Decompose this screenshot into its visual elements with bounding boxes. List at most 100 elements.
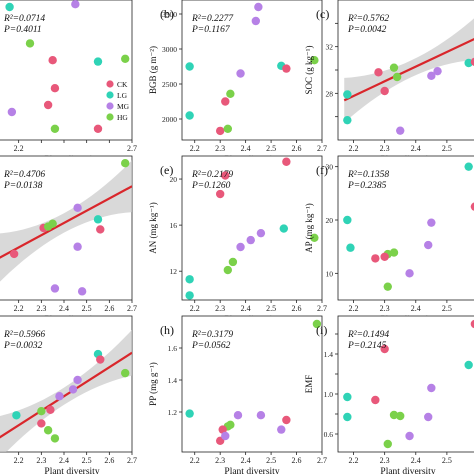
data-point-mg [424,240,433,250]
data-point-hg [223,265,233,275]
x-tick-label: 2.5 [266,144,276,153]
data-point-hg [392,72,402,82]
x-tick-label: 2.2 [14,304,24,313]
data-point-ck [218,425,227,434]
data-point-mg [55,392,64,401]
y-tick-label: 3500 [162,10,177,19]
data-point-lg [185,275,194,284]
panel-f: R²=0.1358P=0.2385(f)2.22.32.42.5102030Pl… [304,155,474,325]
data-point-lg [343,90,352,99]
x-tick-label: 2.5 [442,144,452,153]
panel-letter: (b) [160,7,174,21]
y-axis-label: EMF [304,375,314,394]
data-point-hg [226,89,235,99]
legend: CK LG MG HG [106,80,130,122]
data-point-mg [77,287,87,296]
data-point-mg [427,218,436,227]
y-tick-label: 28 [326,89,334,98]
x-tick-label: 2.2 [14,144,24,153]
legend-swatch-mg [106,102,114,110]
p-value-label: P=0.2385 [347,181,387,191]
p-value-label: P=0.1167 [191,25,231,35]
data-point-ck [9,249,19,259]
data-point-mg [251,16,261,26]
x-tick-label: 2.6 [104,304,114,313]
y-tick-label: 1.4 [168,376,178,385]
data-point-mg [73,375,82,385]
x-tick-label: 2.3 [215,304,225,313]
data-point-lg [12,411,21,420]
data-point-ck [96,355,105,364]
legend-swatch-ck [106,80,114,88]
data-point-ck [371,395,380,405]
x-tick-label: 2.3 [36,456,46,465]
y-axis-label: SOC (g kg⁻¹) [304,46,314,95]
x-axis-label: Plant diversity [380,467,435,474]
data-point-ck [221,97,230,106]
x-tick-label: 2.2 [14,456,24,465]
data-point-hg [48,219,57,228]
p-value-label: P=0.2145 [347,341,387,351]
legend-label: HG [117,113,128,122]
data-point-hg [121,54,130,63]
y-axis-label: BGB (g m⁻²) [148,46,158,94]
y-tick-label: 1.2 [168,408,178,417]
panel-letter: (c) [316,7,329,21]
r-squared-label: R²=0.1494 [347,330,389,340]
x-tick-label: 2.5 [82,304,92,313]
y-tick-label: 1.6 [168,344,178,353]
x-tick-label: 2.6 [292,144,302,153]
panel-c: R²=0.5762P=0.0042(c)2.22.32.42.52832Plan… [304,0,474,165]
data-point-ck [93,124,103,133]
y-tick-label: 20 [326,216,334,225]
legend-swatch-lg [106,91,114,99]
data-point-lg [346,243,355,252]
data-point-mg [254,2,263,12]
x-tick-label: 2.3 [380,144,390,153]
data-point-hg [43,426,53,435]
data-point-lg [343,392,352,402]
x-tick-label: 2.4 [241,456,251,465]
data-point-hg [396,411,405,421]
data-point-ck [48,56,57,65]
data-point-lg [464,360,473,370]
x-axis-label: Plant diversity [224,467,279,474]
data-point-hg [389,248,399,257]
data-point-mg [246,235,255,245]
data-point-ck [43,100,53,110]
x-tick-label: 2.4 [411,144,421,153]
data-point-mg [405,431,414,441]
data-point-ck [50,84,60,93]
y-tick-label: 2500 [162,80,177,89]
data-point-mg [73,242,82,251]
x-tick-label: 2.3 [36,304,46,313]
regression-line [343,38,474,102]
data-point-lg [185,291,194,300]
data-point-mg [405,269,414,278]
x-tick-label: 2.4 [411,456,421,465]
r-squared-label: R²=0.5966 [3,330,45,340]
data-point-mg [433,66,442,76]
panel-d: R²=0.4706P=0.01382.22.32.42.52.62.7Plant… [0,155,137,325]
x-tick-label: 2.3 [215,456,225,465]
data-point-ck [470,319,474,329]
r-squared-label: R²=0.1358 [347,170,389,180]
data-point-lg [5,2,14,12]
y-tick-label: 1.4 [324,350,334,359]
r-squared-label: R²=0.0714 [3,14,45,24]
data-point-mg [396,126,405,135]
p-value-label: P=0.0138 [3,181,43,191]
data-point-mg [73,203,82,213]
data-point-hg [310,56,319,65]
data-point-mg [427,383,436,393]
p-value-label: P=0.0562 [191,341,231,351]
y-tick-label: 16 [170,221,178,230]
data-point-mg [236,69,245,78]
data-point-ck [470,57,474,66]
x-tick-label: 2.7 [127,144,137,153]
y-tick-label: 3000 [162,45,177,54]
data-point-lg [185,111,194,120]
